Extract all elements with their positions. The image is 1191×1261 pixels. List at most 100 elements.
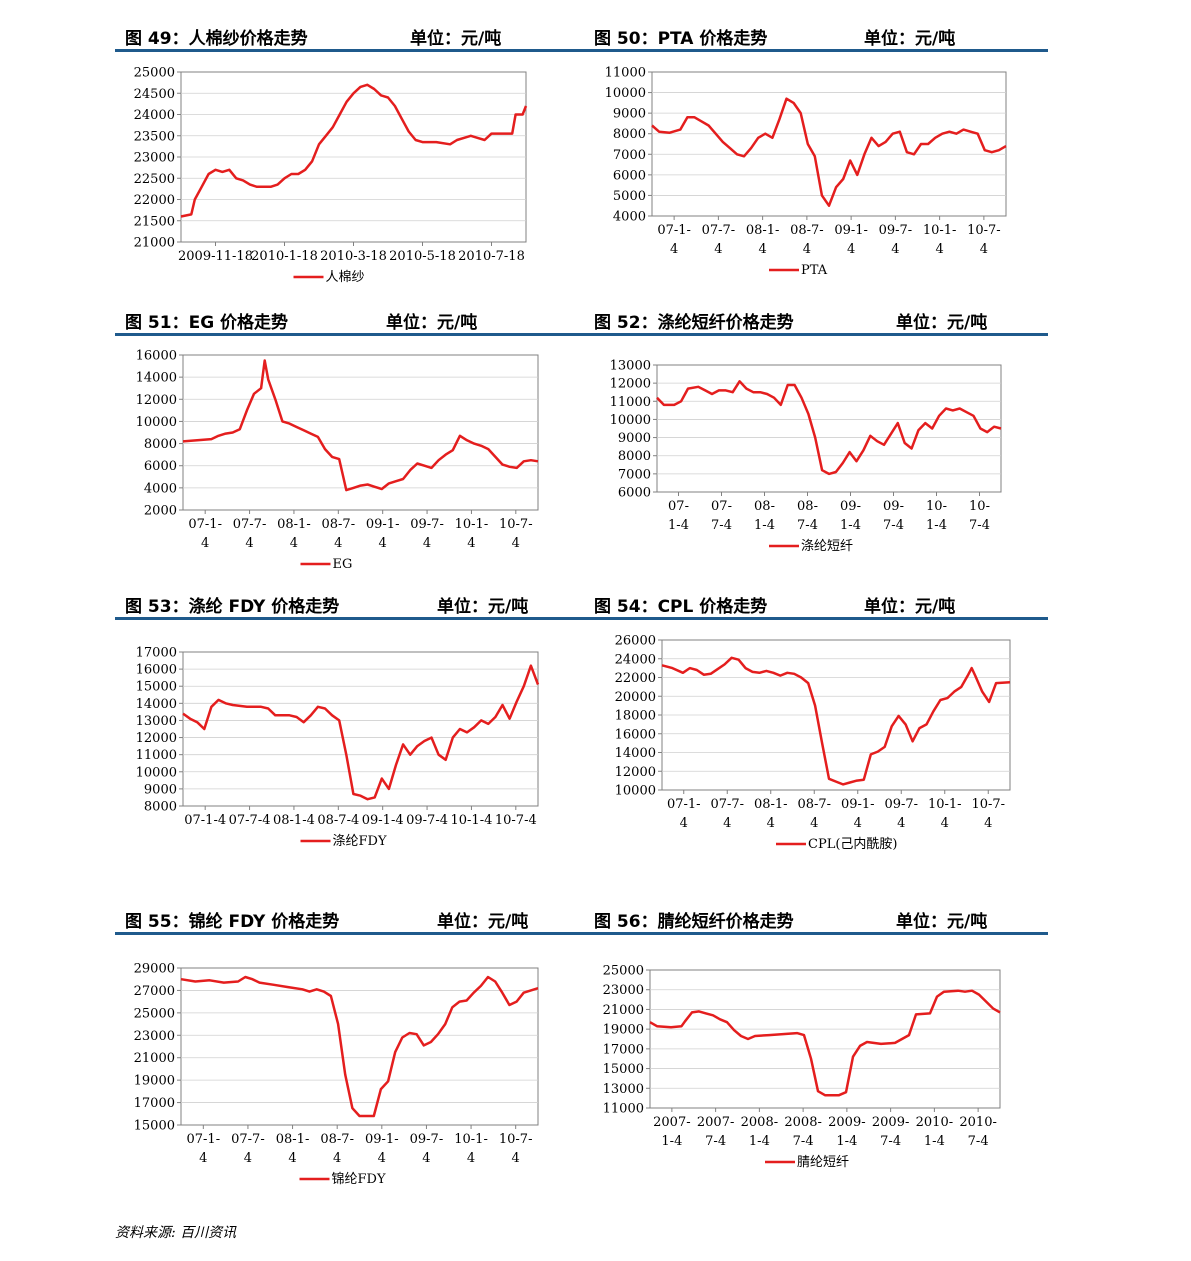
series-line [656, 380, 1002, 476]
x-tick-label: 07- [711, 499, 732, 514]
x-tick-label: 4 [984, 816, 992, 831]
y-tick-label: 25000 [134, 66, 175, 81]
x-tick-label: 09-7-4 [406, 813, 448, 828]
x-tick-label: 2010-3-18 [320, 249, 387, 264]
x-tick-label: 7-4 [969, 518, 990, 533]
x-tick-label: 2010-5-18 [389, 249, 456, 264]
y-tick-label: 4000 [613, 210, 646, 225]
y-tick-label: 29000 [134, 962, 175, 977]
y-tick-label: 17000 [136, 646, 177, 661]
x-tick-label: 7-4 [968, 1134, 989, 1149]
legend-label: 锦纶FDY [332, 1172, 386, 1187]
x-tick-label: 1-4 [836, 1134, 857, 1149]
x-tick-label: 10-1-4 [451, 813, 493, 828]
chart-50-title: 图 50：PTA 价格走势 [594, 29, 768, 49]
y-tick-label: 12000 [610, 377, 651, 392]
y-tick-label: 27000 [134, 984, 175, 999]
x-tick-label: 4 [758, 242, 766, 257]
x-tick-label: 10-1- [928, 797, 962, 812]
chart-53-unit: 单位：元/吨 [437, 597, 529, 617]
x-tick-label: 2008- [741, 1115, 778, 1130]
x-tick-label: 08- [797, 499, 818, 514]
x-tick-label: 4 [670, 242, 678, 257]
x-tick-label: 4 [512, 536, 520, 551]
section-divider [115, 49, 1048, 52]
y-tick-label: 15000 [603, 1062, 644, 1077]
chart-52-unit: 单位：元/吨 [896, 313, 988, 333]
chart-51-title: 图 51：EG 价格走势 [125, 313, 289, 333]
x-tick-label: 4 [810, 816, 818, 831]
legend-label: 人棉纱 [326, 270, 365, 285]
y-tick-label: 6000 [618, 486, 651, 501]
x-tick-label: 07-1-4 [184, 813, 226, 828]
y-tick-label: 20000 [615, 690, 656, 705]
chart-49-title: 图 49：人棉纱价格走势 [125, 29, 308, 49]
y-tick-label: 17000 [134, 1096, 175, 1111]
x-tick-label: 10-7- [499, 517, 533, 532]
y-tick-label: 25000 [134, 1006, 175, 1021]
y-tick-label: 23000 [134, 151, 175, 166]
x-tick-label: 4 [245, 536, 253, 551]
x-tick-label: 4 [847, 242, 855, 257]
plot-area [651, 71, 1007, 217]
x-tick-label: 2010-1-18 [251, 249, 318, 264]
y-tick-label: 14000 [136, 371, 177, 386]
x-tick-label: 08-1- [746, 223, 780, 238]
y-tick-label: 19000 [134, 1074, 175, 1089]
legend-label: CPL(己内酰胺) [808, 836, 897, 852]
x-tick-label: 08-7- [797, 797, 831, 812]
x-tick-label: 7-4 [711, 518, 732, 533]
x-tick-label: 4 [891, 242, 899, 257]
x-tick-label: 2007- [653, 1115, 690, 1130]
chart-51-unit: 单位：元/吨 [386, 313, 478, 333]
x-tick-label: 2007- [697, 1115, 734, 1130]
x-tick-label: 7-4 [793, 1134, 814, 1149]
x-tick-label: 7-4 [705, 1134, 726, 1149]
x-tick-label: 08-7- [322, 517, 356, 532]
y-tick-label: 9000 [613, 107, 646, 122]
y-tick-label: 8000 [144, 437, 177, 452]
y-tick-label: 6000 [144, 459, 177, 474]
x-tick-label: 07-1- [188, 517, 222, 532]
x-tick-label: 4 [714, 242, 722, 257]
y-tick-label: 8000 [613, 127, 646, 142]
x-tick-label: 09-7- [410, 1132, 444, 1147]
y-tick-label: 7000 [613, 148, 646, 163]
legend-label: PTA [801, 263, 828, 278]
x-tick-label: 4 [980, 242, 988, 257]
source-note: 资料来源: 百川资讯 [115, 1225, 237, 1241]
x-tick-label: 4 [334, 536, 342, 551]
x-tick-label: 10-1- [923, 223, 957, 238]
chart-50-pta: 4000 5000 6000 7000 8000 9000 10000 11000 07-1- 4… [590, 55, 1030, 300]
y-tick-label: 9000 [144, 782, 177, 797]
y-tick-label: 23500 [134, 129, 175, 144]
section-divider [115, 617, 1048, 620]
y-tick-label: 22000 [615, 671, 656, 686]
chart-54-title: 图 54：CPL 价格走势 [594, 597, 768, 617]
x-tick-label: 09-1-4 [362, 813, 404, 828]
y-tick-label: 16000 [136, 663, 177, 678]
chart-51-eg: 2000 4000 6000 8000 10000 12000 14000 16000 07-1… [115, 340, 555, 585]
x-tick-label: 1-4 [668, 518, 689, 533]
x-tick-label: 09-1- [365, 1132, 399, 1147]
x-tick-label: 7-4 [883, 518, 904, 533]
chart-54-cpl: 10000 12000 14000 16000 18000 20000 22000 24000… [590, 625, 1030, 870]
y-tick-label: 16000 [136, 349, 177, 364]
series-line [649, 989, 1001, 1097]
x-tick-label: 09-7- [410, 517, 444, 532]
chart-49-unit: 单位：元/吨 [410, 29, 502, 49]
x-tick-label: 10- [926, 499, 947, 514]
x-tick-label: 07-7- [231, 1132, 265, 1147]
x-tick-label: 2010- [916, 1115, 953, 1130]
x-tick-label: 4 [467, 536, 475, 551]
x-tick-label: 4 [803, 242, 811, 257]
legend-label: 涤纶短纤 [801, 539, 853, 554]
x-tick-label: 10-7- [971, 797, 1005, 812]
chart-53-polyester-fdy: 8000 9000 10000 11000 12000 13000 14000 15000 16… [115, 635, 555, 880]
y-tick-label: 19000 [603, 1023, 644, 1038]
x-tick-label: 4 [941, 816, 949, 831]
y-tick-label: 11000 [610, 395, 651, 410]
x-tick-label: 10-1- [454, 1132, 488, 1147]
x-tick-label: 07-7-4 [229, 813, 271, 828]
y-tick-label: 25000 [603, 964, 644, 979]
